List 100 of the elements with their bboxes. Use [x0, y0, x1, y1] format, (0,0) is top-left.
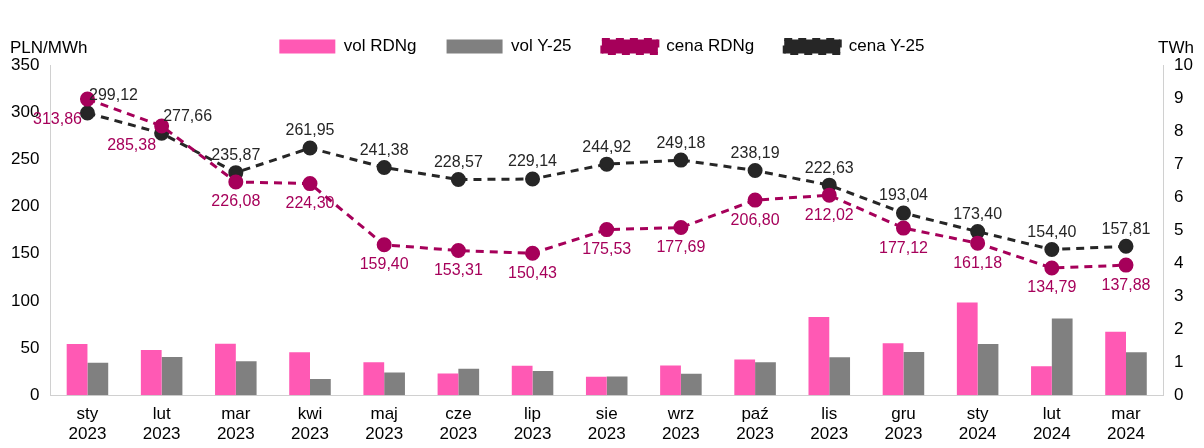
point: [450, 172, 466, 188]
data-label: 177,12: [878, 238, 929, 256]
x-tick-label: mar 2024: [1107, 404, 1145, 444]
data-label: 238,19: [730, 143, 780, 161]
point: [599, 222, 615, 238]
legend-label: vol Y-25: [511, 36, 572, 56]
data-label: 222,63: [804, 158, 854, 176]
point: [228, 174, 244, 190]
bar: [384, 372, 405, 396]
bar: [289, 352, 310, 396]
point: [376, 237, 392, 253]
data-label: 261,95: [285, 121, 335, 139]
point: [79, 105, 95, 121]
bar: [956, 302, 978, 396]
y2-tick-label: 8: [1174, 120, 1184, 140]
bar: [511, 365, 533, 396]
x-tick-label: cze 2023: [439, 404, 478, 444]
data-label: 249,18: [656, 133, 706, 151]
bar: [161, 356, 183, 396]
bar: [755, 362, 776, 396]
bar: [808, 316, 830, 396]
point: [895, 220, 911, 236]
point: [525, 171, 541, 187]
x-tick-label: paź 2023: [736, 404, 774, 444]
point: [821, 187, 837, 203]
legend-label: cena RDNg: [666, 36, 755, 56]
point: [376, 159, 392, 175]
point: [895, 205, 911, 221]
data-label: 153,31: [433, 260, 483, 278]
y2-tick-label: 9: [1174, 87, 1184, 107]
data-label: 212,02: [804, 205, 854, 223]
x-tick-label: gru 2023: [884, 404, 923, 444]
data-label: 285,38: [107, 136, 157, 154]
bar: [660, 365, 681, 396]
y2-tick-label: 1: [1174, 351, 1184, 371]
bar: [680, 373, 702, 396]
y-tick-label: 0: [29, 384, 40, 404]
point: [302, 176, 318, 192]
bar: [1105, 331, 1126, 396]
point: [599, 156, 615, 172]
data-label: 193,04: [878, 186, 929, 204]
y2-tick-label: 3: [1174, 285, 1184, 305]
data-label: 159,40: [359, 255, 409, 273]
y2-tick-label: 2: [1174, 318, 1184, 338]
y2-tick-label: 7: [1174, 153, 1184, 173]
point: [1044, 260, 1060, 276]
bar: [882, 343, 904, 396]
bar: [363, 362, 385, 396]
bar: [140, 349, 162, 396]
bar: [1126, 352, 1147, 396]
point: [1118, 257, 1134, 273]
bar: [734, 359, 756, 396]
data-label: 154,40: [1027, 222, 1077, 240]
bar: [437, 373, 459, 396]
bar: [235, 361, 257, 396]
y-tick-label: 200: [10, 196, 40, 216]
legend-label: vol RDNg: [343, 36, 417, 56]
x-tick-label: maj 2023: [365, 404, 404, 444]
legend-label: cena Y-25: [848, 36, 925, 56]
data-label: 224,30: [285, 194, 335, 211]
x-tick-label: lis 2023: [810, 404, 849, 444]
bar: [903, 351, 925, 396]
bar: [532, 371, 554, 396]
y2-tick-label: 6: [1174, 186, 1184, 206]
point: [450, 243, 466, 259]
x-tick-label: sty 2024: [958, 404, 997, 444]
x-tick-label: mar 2023: [216, 404, 255, 444]
point: [970, 224, 986, 240]
bar: [606, 376, 628, 396]
point: [525, 245, 541, 261]
data-label: 229,14: [508, 152, 558, 170]
bar: [585, 376, 607, 396]
bar: [1051, 318, 1073, 396]
data-label: 134,79: [1027, 278, 1077, 296]
y-tick-label: 100: [10, 290, 40, 310]
point: [1044, 242, 1060, 258]
bar: [977, 344, 999, 396]
x-tick-label: lip 2023: [513, 404, 552, 444]
point: [673, 152, 689, 168]
y2-tick-label: 4: [1174, 252, 1184, 272]
data-label: 235,87: [211, 146, 261, 164]
data-label: 241,38: [359, 140, 409, 158]
data-label: 161,18: [953, 253, 1003, 271]
point: [1118, 238, 1134, 254]
bar: [310, 379, 331, 396]
data-label: 299,12: [88, 86, 139, 104]
data-label: 177,69: [656, 237, 706, 255]
data-label: 244,92: [582, 137, 632, 155]
x-tick-label: sty 2023: [68, 404, 107, 444]
y-tick-label: 50: [20, 337, 40, 357]
data-label: 173,40: [953, 205, 1003, 223]
x-tick-label: lut 2023: [142, 404, 181, 444]
bar: [458, 368, 480, 396]
data-label: 206,80: [730, 210, 780, 228]
x-tick-label: lut 2024: [1032, 404, 1071, 444]
x-tick-label: wrz 2023: [662, 404, 700, 444]
data-label: 226,08: [211, 192, 261, 210]
bar: [1031, 366, 1052, 396]
y-tick-label: 250: [10, 149, 40, 169]
data-label: 175,53: [582, 240, 632, 258]
